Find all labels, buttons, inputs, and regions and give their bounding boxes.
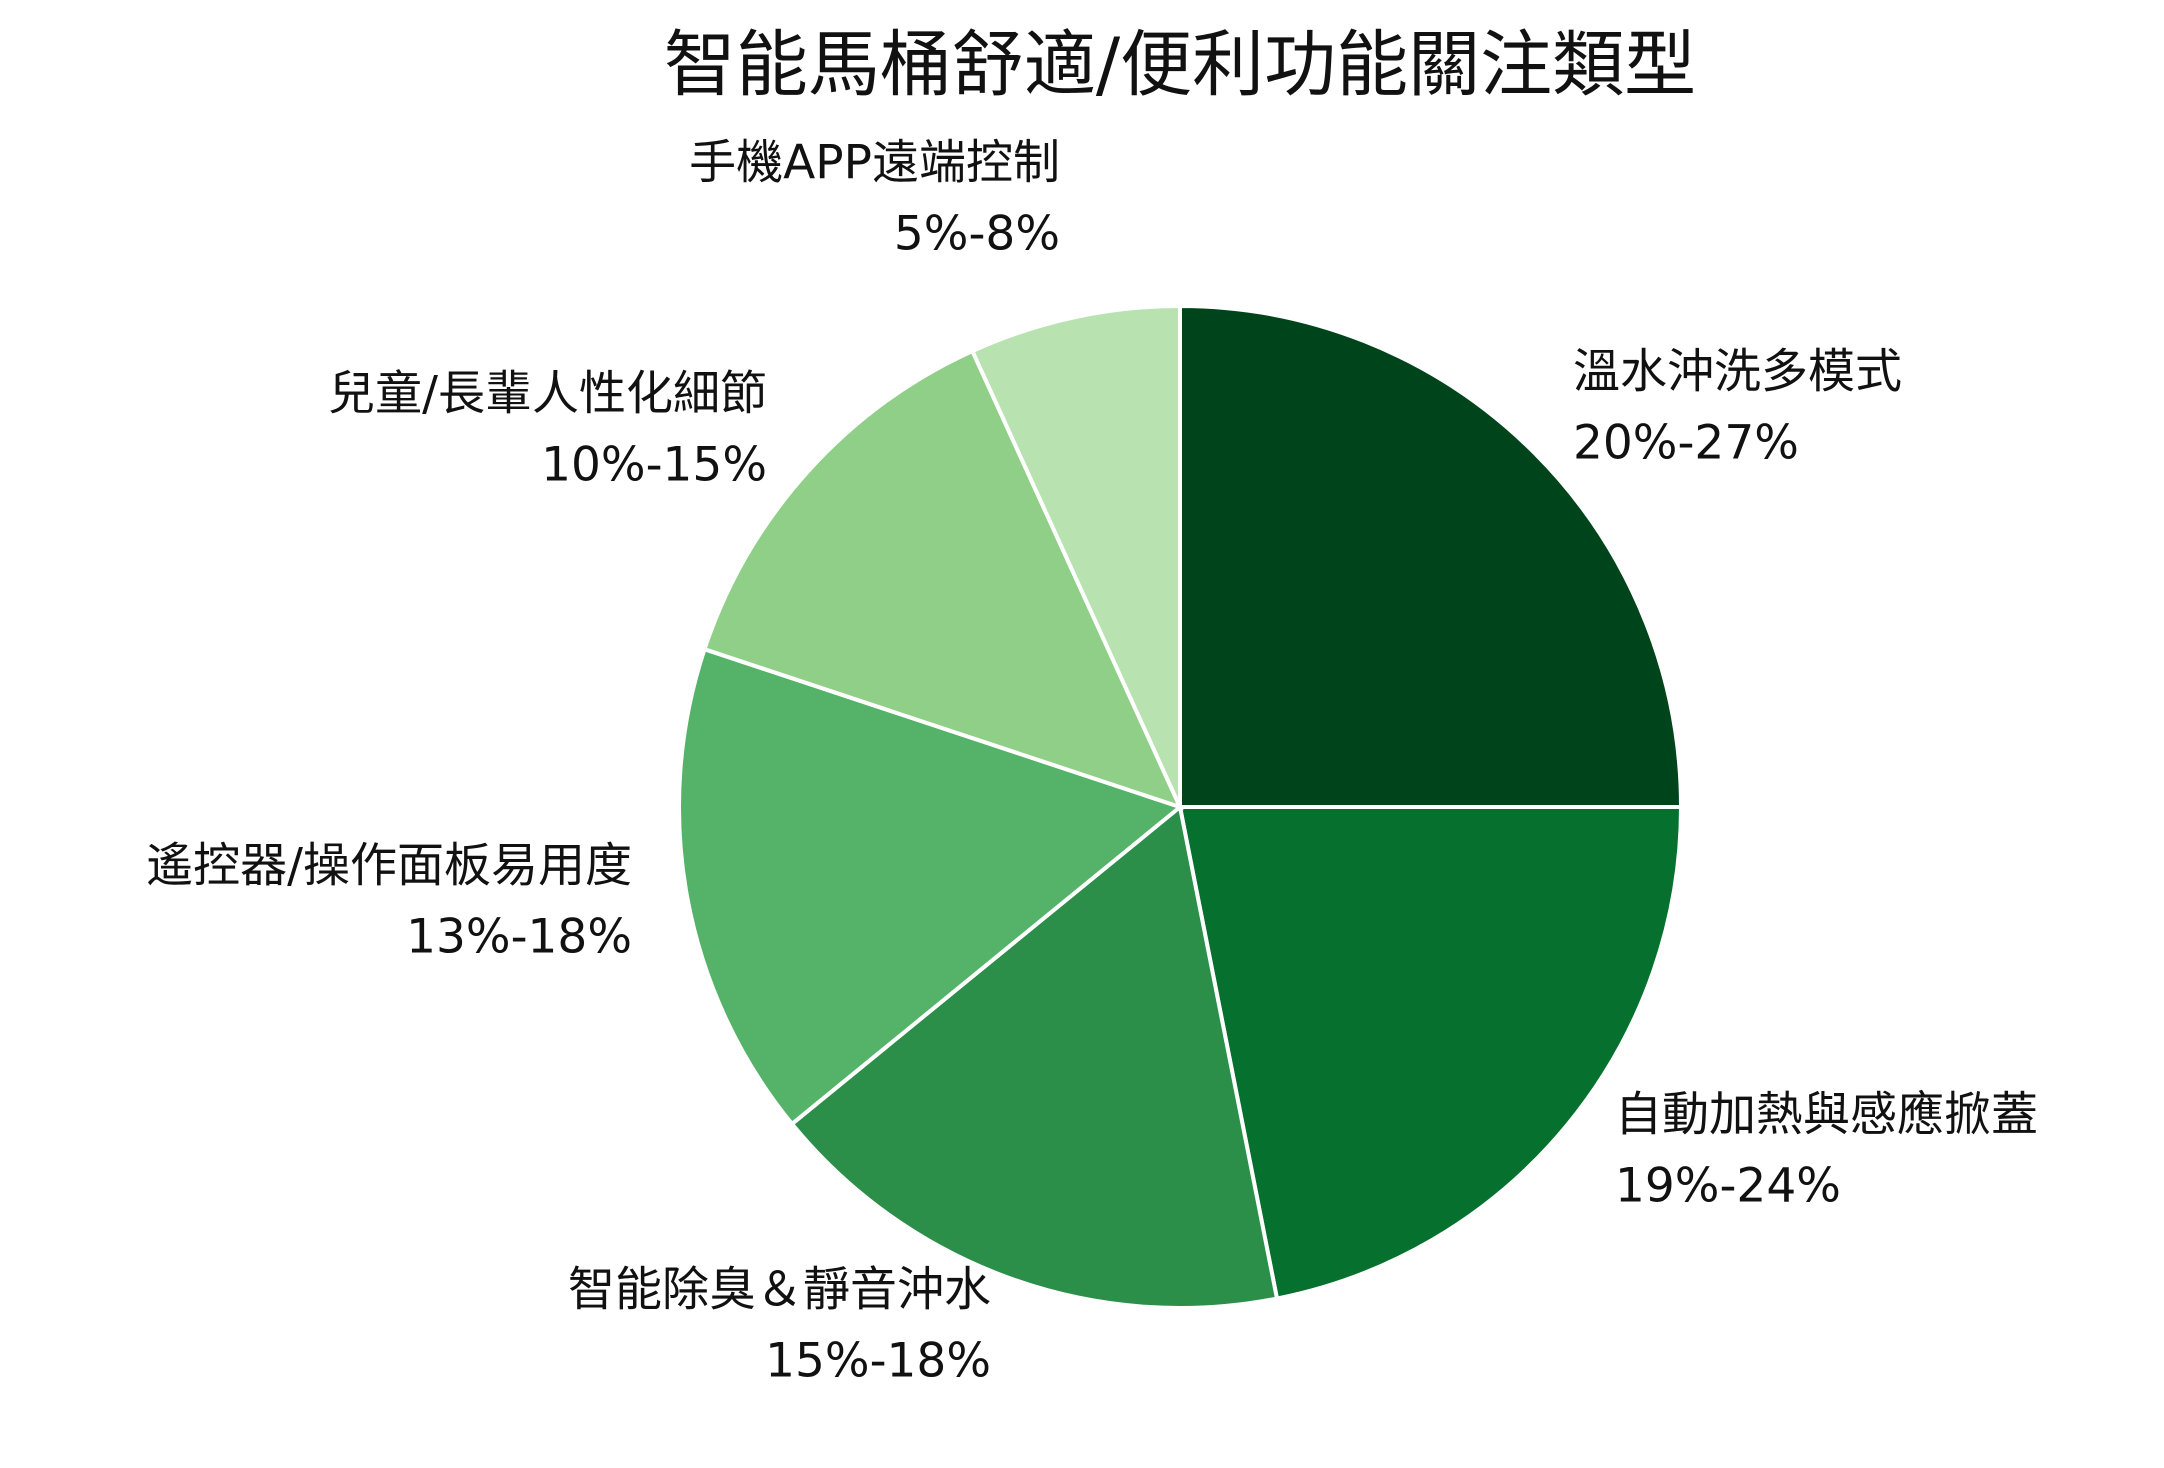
pie-slice (1177, 805, 1684, 1301)
pie-slice (701, 348, 1184, 811)
slice-label: 遙控器/操作面板易用度 (146, 839, 632, 894)
pie-slice (969, 303, 1182, 808)
slice-label: 兒童/長輩人性化細節 (328, 367, 767, 422)
pie-slice (677, 646, 1185, 1127)
value-label: 5%-8% (894, 207, 1060, 262)
slice-label: 智能除臭＆靜音沖水 (568, 1263, 991, 1318)
slice-label: 手機APP遠端控制 (689, 136, 1060, 191)
value-label: 20%-27% (1573, 416, 1799, 471)
value-label: 13%-18% (406, 910, 632, 965)
slice-label: 溫水沖洗多模式 (1573, 345, 1902, 400)
pie-slice (789, 803, 1280, 1310)
value-label: 15%-18% (765, 1334, 991, 1389)
slice-label: 自動加熱與感應掀蓋 (1615, 1088, 2038, 1143)
chart-title: 智能馬桶舒適/便利功能關注類型 (664, 23, 1696, 107)
value-label: 19%-24% (1615, 1159, 1841, 1214)
value-label: 10%-15% (541, 438, 767, 493)
pie-slice (1178, 303, 1684, 809)
